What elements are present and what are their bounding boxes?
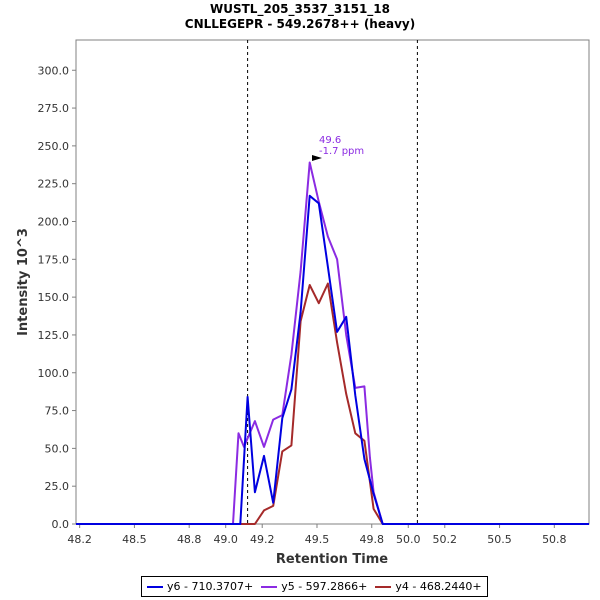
x-tick-label: 50.0 — [396, 533, 421, 546]
legend-swatch-y4 — [375, 585, 392, 588]
annotation-rt: 49.6 — [319, 135, 341, 146]
y-tick-label: 275.0 — [38, 102, 70, 115]
x-tick-label: 50.5 — [487, 533, 512, 546]
y-tick-label: 75.0 — [45, 405, 70, 418]
peak-annotation: 49.6 -1.7 ppm — [312, 135, 364, 161]
chart-subtitle: CNLLEGEPR - 549.2678++ (heavy) — [184, 17, 416, 31]
chart-svg: 0.0 25.0 50.0 75.0 100.0 125.0 150.0 175.0 200.0… — [16, 39, 590, 567]
y-tick-label: 175.0 — [38, 253, 70, 266]
annotation-ppm: -1.7 ppm — [319, 146, 364, 157]
legend: y6 - 710.3707+ y5 - 597.2866+ y4 - 468.2… — [141, 576, 488, 597]
y-tick-label: 150.0 — [38, 291, 70, 304]
chart-title-block: WUSTL_205_3537_3151_18 CNLLEGEPR - 549.2… — [0, 2, 600, 32]
x-tick-label: 49.0 — [213, 533, 238, 546]
y-axis: 0.0 25.0 50.0 75.0 100.0 125.0 150.0 175.0 200.0… — [38, 64, 76, 531]
chart-title: WUSTL_205_3537_3151_18 — [210, 2, 390, 16]
peak-boundaries — [247, 40, 418, 524]
x-tick-label: 48.8 — [177, 533, 202, 546]
x-tick-label: 48.2 — [67, 533, 92, 546]
y-axis-label: Intensity 10^3 — [16, 228, 31, 336]
legend-swatch-y5 — [261, 585, 278, 588]
legend-item-y4: y4 - 468.2440+ — [375, 580, 482, 593]
x-tick-label: 50.2 — [433, 533, 458, 546]
legend-item-y5: y5 - 597.2866+ — [261, 580, 367, 593]
legend-label-y5: y5 - 597.2866+ — [281, 580, 368, 593]
y-tick-label: 50.0 — [45, 442, 70, 455]
x-tick-label: 49.2 — [250, 533, 275, 546]
y-tick-label: 200.0 — [38, 216, 70, 229]
y-tick-label: 225.0 — [38, 178, 70, 191]
x-axis-label: Retention Time — [276, 552, 388, 567]
y-tick-label: 0.0 — [52, 518, 70, 531]
y-tick-label: 125.0 — [38, 329, 70, 342]
x-tick-label: 50.8 — [542, 533, 567, 546]
y-tick-label: 25.0 — [45, 480, 70, 493]
series-line-y6 — [76, 194, 589, 525]
y-tick-label: 100.0 — [38, 367, 70, 380]
legend-swatch-y6 — [147, 585, 163, 588]
legend-label-y4: y4 - 468.2440+ — [395, 580, 482, 593]
x-tick-label: 49.5 — [305, 533, 330, 546]
y-tick-label: 300.0 — [38, 64, 70, 77]
legend-label-y6: y6 - 710.3707+ — [167, 580, 254, 593]
peak-arrow-icon — [312, 155, 322, 161]
x-tick-label: 49.8 — [360, 533, 385, 546]
x-axis: 48.2 48.5 48.8 49.0 49.2 49.5 49.8 50.0 50.2 50.5… — [67, 524, 567, 546]
plot-area — [75, 39, 590, 525]
y-tick-label: 250.0 — [38, 140, 70, 153]
x-tick-label: 48.5 — [122, 533, 147, 546]
series-layer — [76, 161, 589, 525]
legend-item-y6: y6 - 710.3707+ — [147, 580, 253, 593]
